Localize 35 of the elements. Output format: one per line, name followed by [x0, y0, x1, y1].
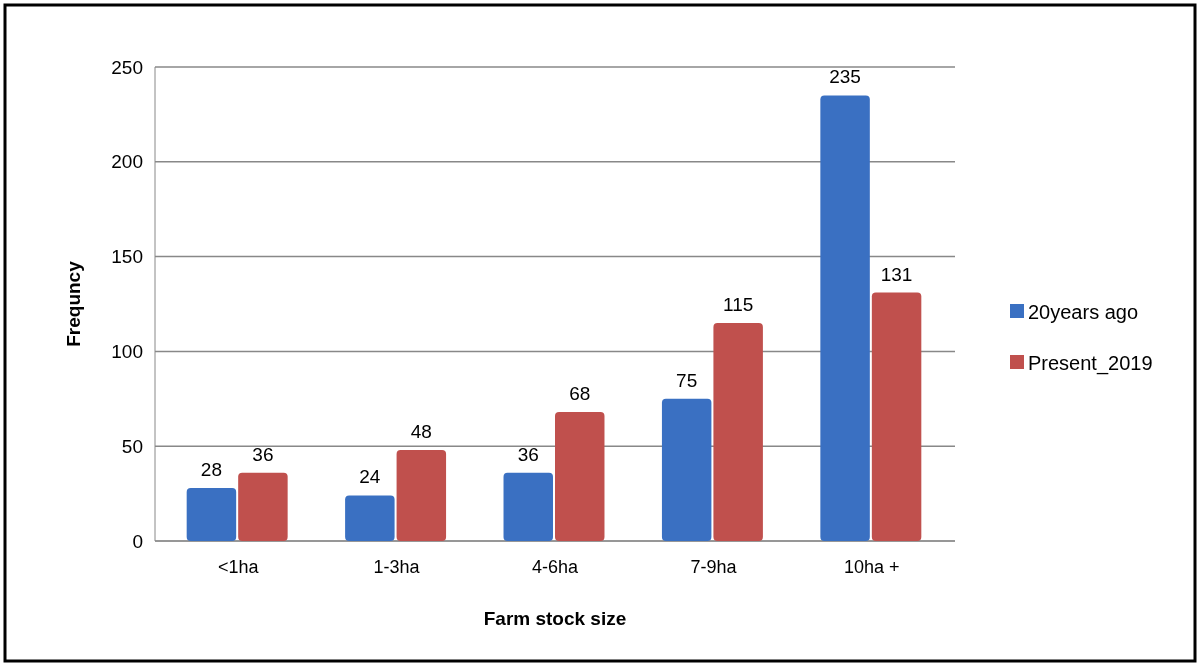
- y-tick-label: 150: [111, 246, 143, 268]
- y-tick-label: 0: [132, 530, 143, 552]
- legend-label: 20years ago: [1028, 301, 1139, 323]
- data-label: 36: [517, 443, 539, 465]
- x-axis-title: Farm stock size: [483, 608, 627, 629]
- bar: [871, 292, 922, 541]
- data-label: 131: [880, 263, 913, 285]
- x-tick-label: <1ha: [217, 557, 260, 577]
- bar: [345, 495, 395, 541]
- bar: [555, 412, 605, 541]
- legend-label: Present_2019: [1028, 352, 1153, 375]
- y-axis-title: Frequncy: [63, 260, 84, 347]
- bar: [186, 487, 237, 541]
- data-label: 28: [200, 458, 222, 480]
- bar: [238, 472, 288, 541]
- y-tick-label: 250: [111, 56, 143, 78]
- x-tick-label: 7-9ha: [690, 557, 738, 577]
- bar: [713, 322, 763, 541]
- x-tick-label: 4-6ha: [531, 557, 579, 577]
- data-label: 115: [723, 293, 754, 315]
- y-tick-label: 100: [111, 341, 143, 363]
- x-tick-label: 10ha +: [844, 557, 900, 577]
- y-tick-label: 50: [121, 435, 143, 457]
- y-tick-label: 200: [111, 151, 143, 173]
- data-label: 75: [676, 369, 698, 391]
- data-label: 36: [252, 443, 274, 465]
- x-tick-label: 1-3ha: [373, 557, 421, 577]
- bar: [503, 472, 553, 541]
- data-label: 48: [410, 420, 432, 442]
- data-label: 24: [359, 466, 381, 488]
- bar: [661, 398, 712, 541]
- data-label: 68: [569, 383, 591, 405]
- bar: [820, 95, 870, 541]
- bar: [396, 449, 447, 541]
- data-label: 235: [829, 66, 861, 88]
